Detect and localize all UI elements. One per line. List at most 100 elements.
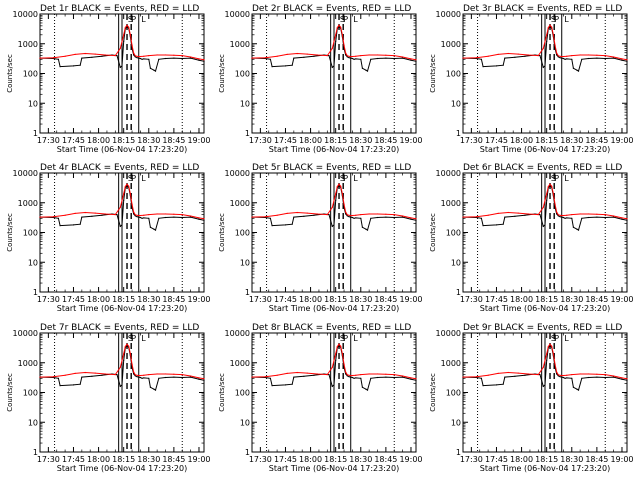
series-point-events <box>564 217 566 219</box>
series-point-lld <box>336 185 338 188</box>
x-tick-label: 18:30 <box>349 295 372 304</box>
x-tick-label: 18:30 <box>349 455 372 464</box>
series-point-events <box>376 57 379 60</box>
series-point-events <box>121 384 123 386</box>
y-tick-label: 100 <box>446 70 461 79</box>
series-point-events <box>149 386 152 388</box>
series-point-lld <box>497 372 499 374</box>
series-point-lld <box>402 375 404 377</box>
flag-label-P: P <box>131 174 136 183</box>
series-point-lld <box>296 371 298 374</box>
x-tick-label: 19:00 <box>610 136 633 145</box>
series-point-events <box>539 213 541 216</box>
series-point-events <box>556 373 558 375</box>
series-point-lld <box>517 372 519 374</box>
flag-label-L: L <box>564 334 569 343</box>
series-point-lld <box>134 55 136 57</box>
series-point-lld <box>133 371 135 373</box>
series-point-lld <box>124 185 126 188</box>
series-point-events <box>542 385 544 388</box>
series-point-events <box>154 229 157 231</box>
series-point-lld <box>335 193 337 195</box>
series-point-events <box>581 377 583 379</box>
series-point-lld <box>393 373 395 376</box>
series-point-lld <box>74 372 76 374</box>
series-point-lld <box>131 44 133 46</box>
series-point-events <box>141 377 143 379</box>
series-point-events <box>626 60 628 62</box>
series-point-events <box>141 217 143 219</box>
series-point-lld <box>487 374 489 376</box>
series-point-lld <box>571 213 573 216</box>
series-point-lld <box>128 185 130 187</box>
series-point-lld <box>128 345 130 347</box>
series-point-lld <box>596 373 598 375</box>
series-point-lld <box>74 53 76 55</box>
series-point-events <box>350 376 352 378</box>
series-point-events <box>203 219 205 221</box>
series-point-lld <box>126 343 128 345</box>
series-point-events <box>351 216 354 219</box>
series-point-lld <box>335 353 337 355</box>
x-tick-label: 19:00 <box>610 295 633 304</box>
x-tick-label: 18:45 <box>585 295 608 304</box>
series-point-events <box>291 223 293 225</box>
series-point-events <box>116 54 118 57</box>
series-point-events <box>181 376 183 379</box>
series-point-events <box>139 216 142 219</box>
y-tick-label: 100 <box>235 229 250 238</box>
series-point-lld <box>517 53 519 55</box>
x-tick-label: 19:00 <box>187 136 210 145</box>
series-point-events <box>370 58 372 60</box>
x-tick-label: 18:00 <box>299 295 322 304</box>
series-point-lld <box>104 373 106 375</box>
x-tick-label: 17:30 <box>37 136 60 145</box>
series-point-lld <box>341 353 343 355</box>
series-point-lld <box>326 373 328 376</box>
x-tick-label: 18:45 <box>374 455 397 464</box>
series-point-events <box>79 223 81 225</box>
y-tick-label: 1000 <box>441 40 461 49</box>
series-point-events <box>81 57 83 59</box>
series-point-events <box>123 359 125 361</box>
series-point-events <box>514 215 516 217</box>
series-point-events <box>365 69 367 71</box>
y-tick-label: 1 <box>33 288 38 297</box>
series-point-events <box>59 385 61 387</box>
series-point-events <box>566 58 568 60</box>
series-point-events <box>495 224 498 226</box>
series-point-events <box>502 223 504 225</box>
series-point-lld <box>462 216 464 218</box>
x-tick-label: 18:00 <box>510 455 533 464</box>
series-point-events <box>136 57 138 59</box>
series-point-events <box>370 217 372 219</box>
flag-label-S: S <box>340 15 345 24</box>
series-point-events <box>350 57 352 59</box>
x-tick-label: 17:45 <box>62 295 85 304</box>
series-point-events <box>331 66 333 69</box>
series-point-events <box>303 215 305 217</box>
flag-label-S: S <box>551 174 556 183</box>
series-point-lld <box>551 345 553 347</box>
series-point-lld <box>133 211 135 213</box>
series-point-events <box>385 216 387 218</box>
series-point-lld <box>462 376 464 378</box>
y-tick-label: 100 <box>235 389 250 398</box>
x-tick-label: 17:30 <box>37 455 60 464</box>
series-point-events <box>203 60 205 62</box>
series-point-events <box>556 54 558 56</box>
y-tick-label: 1 <box>245 129 250 138</box>
series-point-lld <box>203 218 205 220</box>
series-point-events <box>572 226 575 228</box>
flag-label-P: P <box>554 174 559 183</box>
x-tick-label: 18:45 <box>585 455 608 464</box>
series-point-lld <box>557 374 559 376</box>
series-point-events <box>542 225 544 228</box>
series-point-lld <box>198 217 200 219</box>
series-point-lld <box>52 216 54 218</box>
series-point-events <box>346 56 348 58</box>
series-point-events <box>331 225 333 228</box>
flag-label-L: L <box>141 334 146 343</box>
x-tick-label: 19:00 <box>187 455 210 464</box>
